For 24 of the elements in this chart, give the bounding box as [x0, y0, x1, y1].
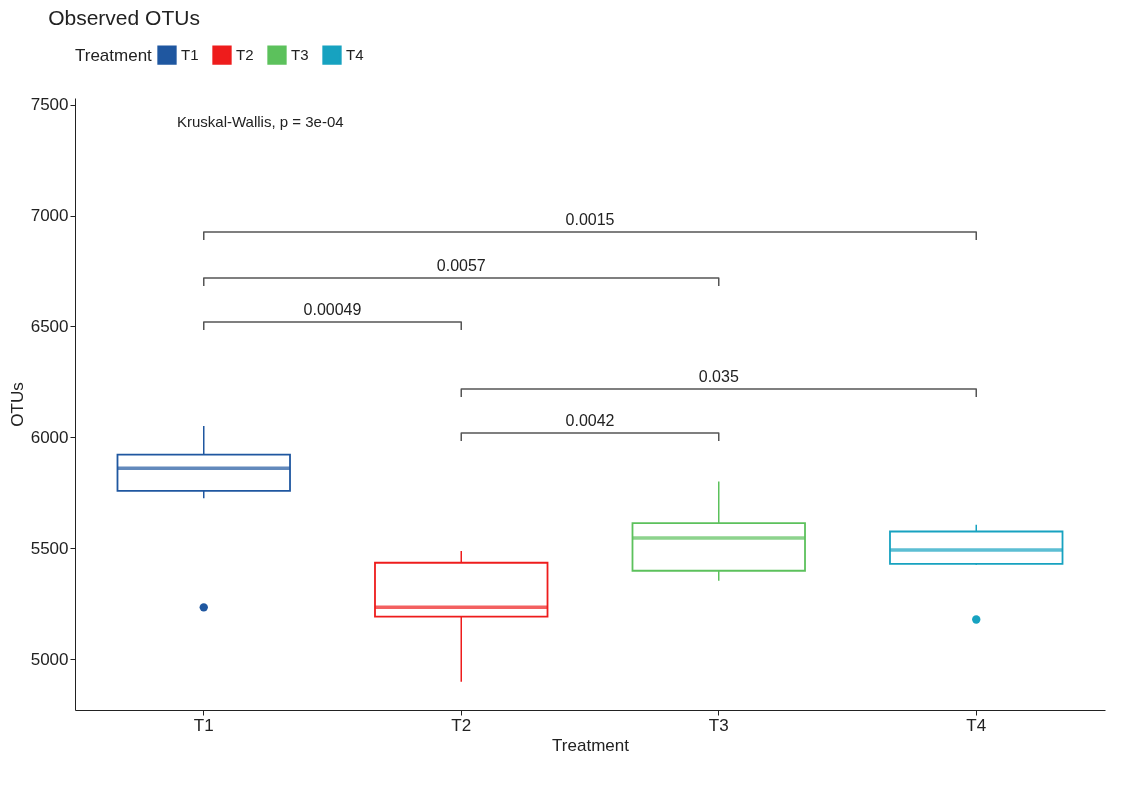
x-tick-label: T3 — [708, 715, 729, 735]
x-tick-label: T1 — [193, 715, 214, 735]
annotation: Kruskal-Wallis, p = 3e-04 — [177, 113, 344, 130]
annotation: 0.035 — [698, 368, 739, 385]
y-tick-label: 7000 — [30, 206, 69, 226]
x-tick-label: T2 — [451, 715, 472, 735]
legend-label: T1 — [181, 46, 199, 64]
x-axis-title: Treatment — [552, 735, 630, 755]
y-tick-label: 5000 — [30, 649, 69, 669]
legend-label: T2 — [236, 46, 254, 64]
legend-label: T3 — [291, 46, 309, 64]
chart-title: Observed OTUs — [48, 6, 200, 29]
annotation: 0.00049 — [303, 301, 362, 318]
y-tick-label: 6500 — [30, 316, 69, 336]
annotation: 0.0042 — [565, 412, 615, 429]
y-tick-label: 6000 — [30, 427, 69, 447]
annotation: 0.0015 — [565, 211, 615, 228]
legend-label: T4 — [346, 46, 364, 64]
y-tick-label: 7500 — [30, 95, 69, 115]
y-tick-label: 5500 — [30, 538, 69, 558]
annotation: 0.0057 — [436, 257, 486, 274]
x-tick-label: T4 — [966, 715, 987, 735]
y-axis-title: OTUs — [7, 382, 27, 427]
legend-title: Treatment — [75, 46, 153, 65]
